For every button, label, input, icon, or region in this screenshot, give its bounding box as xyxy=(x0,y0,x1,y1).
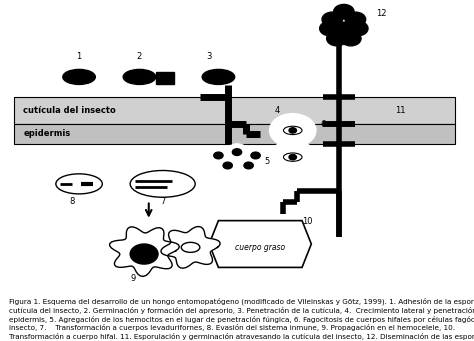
Ellipse shape xyxy=(130,170,195,197)
Text: 6: 6 xyxy=(320,120,326,129)
Circle shape xyxy=(319,21,340,36)
Circle shape xyxy=(347,21,368,36)
Circle shape xyxy=(216,157,239,174)
Text: epidermis: epidermis xyxy=(23,129,71,138)
Polygon shape xyxy=(109,227,179,276)
Text: 2: 2 xyxy=(137,53,142,61)
Circle shape xyxy=(214,152,223,159)
Ellipse shape xyxy=(123,70,155,85)
Ellipse shape xyxy=(181,242,200,252)
Circle shape xyxy=(223,162,232,169)
Bar xyxy=(14,97,456,124)
Polygon shape xyxy=(161,227,220,268)
Circle shape xyxy=(207,147,230,164)
Text: 4: 4 xyxy=(274,106,279,115)
Ellipse shape xyxy=(283,153,302,161)
Circle shape xyxy=(334,4,354,19)
Ellipse shape xyxy=(56,174,102,194)
Circle shape xyxy=(327,31,347,46)
Text: 10: 10 xyxy=(302,217,312,226)
Text: cutícula del insecto: cutícula del insecto xyxy=(23,106,116,115)
Text: 8: 8 xyxy=(70,197,75,206)
Circle shape xyxy=(130,244,158,264)
Circle shape xyxy=(345,12,365,27)
Text: 12: 12 xyxy=(376,9,387,18)
Circle shape xyxy=(232,149,242,155)
Polygon shape xyxy=(209,221,311,267)
Circle shape xyxy=(341,31,361,46)
Text: 3: 3 xyxy=(207,53,212,61)
Text: 11: 11 xyxy=(395,106,405,115)
Text: 1: 1 xyxy=(76,53,82,61)
Circle shape xyxy=(251,152,260,159)
Circle shape xyxy=(270,140,316,174)
Text: cuerpo graso: cuerpo graso xyxy=(235,243,285,252)
Ellipse shape xyxy=(283,126,302,135)
Circle shape xyxy=(322,12,342,27)
Circle shape xyxy=(244,162,253,169)
Circle shape xyxy=(334,22,354,37)
Circle shape xyxy=(237,157,260,174)
Text: Figura 1. Esquema del desarrollo de un hongo entomopatógeno (modificado de Vilei: Figura 1. Esquema del desarrollo de un h… xyxy=(9,297,474,340)
Circle shape xyxy=(225,144,248,161)
Text: 5: 5 xyxy=(265,157,270,166)
Ellipse shape xyxy=(63,70,95,85)
Text: 9: 9 xyxy=(130,274,136,283)
Circle shape xyxy=(244,147,267,164)
Ellipse shape xyxy=(202,70,235,85)
Text: 7: 7 xyxy=(160,197,165,206)
Bar xyxy=(14,124,456,144)
Circle shape xyxy=(270,114,316,147)
Circle shape xyxy=(289,154,296,160)
Bar xyxy=(155,72,174,84)
Circle shape xyxy=(289,128,296,133)
